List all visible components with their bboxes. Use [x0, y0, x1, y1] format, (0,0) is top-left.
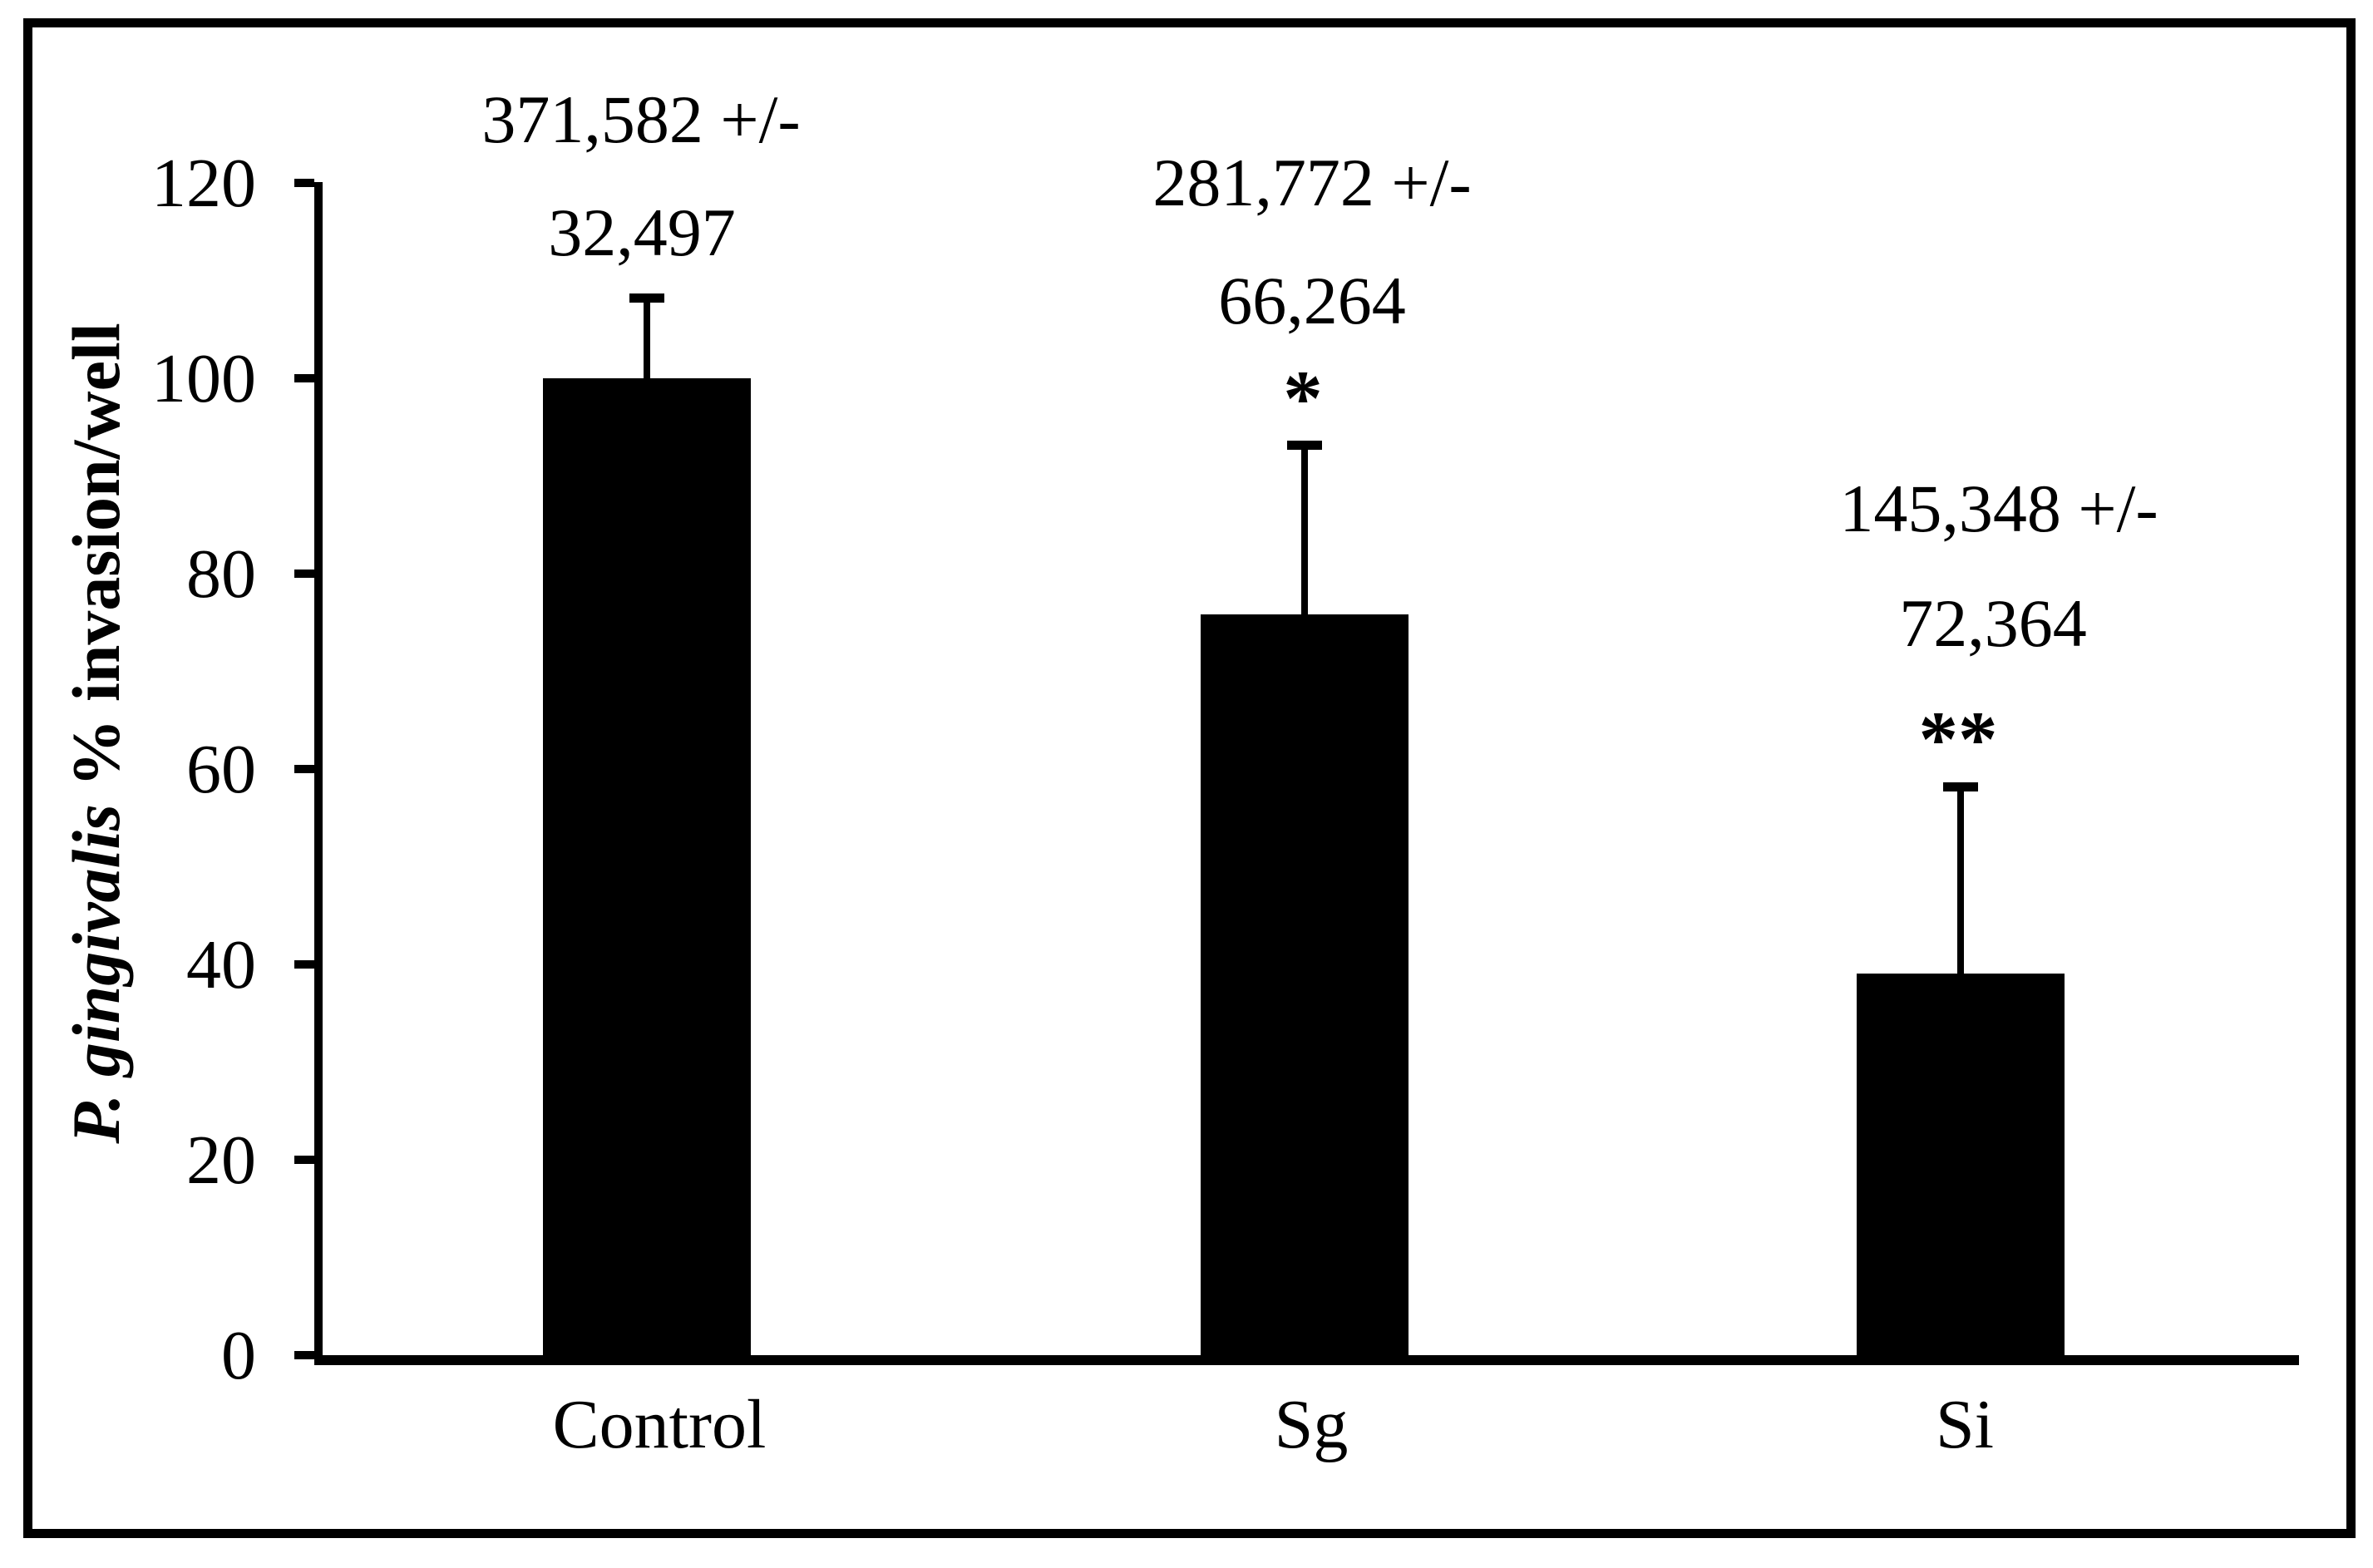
x-category-label: Control	[552, 1386, 767, 1463]
annotation-line: 281,772 +/-	[1152, 145, 1472, 220]
bar	[1857, 973, 2065, 1355]
x-category-label: Sg	[1274, 1386, 1349, 1463]
y-tick	[294, 1156, 314, 1164]
y-tick-label: 100	[151, 339, 256, 417]
y-tick	[294, 179, 314, 187]
y-tick-label: 20	[186, 1121, 256, 1199]
y-tick	[294, 570, 314, 578]
error-bar-cap	[629, 293, 664, 303]
bar	[543, 378, 751, 1355]
significance-marker: **	[1918, 695, 1998, 783]
y-tick-label: 80	[186, 535, 256, 613]
annotation-line: 371,582 +/-	[481, 81, 801, 157]
y-tick	[294, 1351, 314, 1359]
annotation-line: 145,348 +/-	[1839, 471, 2158, 546]
error-bar-stem	[644, 293, 650, 378]
y-axis-title-rest: % invasion/well	[58, 323, 134, 805]
annotation-line: 72,364	[1899, 585, 2087, 661]
annotation-line: 32,497	[548, 195, 736, 270]
annotation-line: 66,264	[1218, 263, 1406, 338]
y-tick	[294, 960, 314, 969]
y-axis-title: P. gingivalis % invasion/well	[57, 323, 136, 1143]
y-tick-label: 60	[186, 730, 256, 808]
error-bar-stem	[1301, 441, 1308, 615]
error-bar-cap	[1287, 441, 1322, 451]
error-bar-cap	[1943, 782, 1978, 792]
y-tick-label: 120	[151, 144, 256, 222]
y-tick	[294, 765, 314, 773]
error-bar-stem	[1957, 782, 1964, 974]
y-tick	[294, 374, 314, 382]
y-axis-title-species: P. gingivalis	[58, 804, 134, 1144]
y-tick-label: 40	[186, 925, 256, 1003]
x-axis-line	[314, 1355, 2299, 1365]
significance-marker: *	[1283, 354, 1323, 442]
bar	[1201, 614, 1409, 1355]
y-axis-line	[314, 182, 323, 1365]
y-tick-label: 0	[221, 1316, 256, 1394]
x-category-label: Si	[1935, 1386, 1995, 1463]
